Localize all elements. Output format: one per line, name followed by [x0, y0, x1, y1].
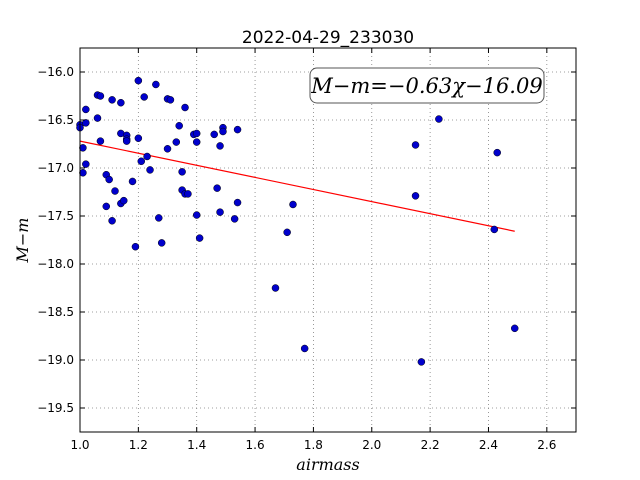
y-tick-label: −19.5 [37, 401, 74, 415]
x-tick-label: 1.0 [70, 438, 89, 452]
fit-annotation: M−m=−0.63χ−16.09 [309, 67, 545, 104]
data-point [82, 105, 90, 114]
data-point [216, 142, 224, 150]
data-point [163, 145, 172, 153]
data-point [178, 168, 186, 176]
data-point [192, 129, 201, 138]
data-point [79, 144, 87, 152]
data-point [411, 141, 420, 149]
fit-line-group [79, 140, 515, 232]
chart-title: 2022-04-29_233030 [242, 28, 414, 48]
data-point [490, 225, 499, 234]
x-tick-label: 2.2 [421, 438, 440, 452]
data-point [134, 134, 143, 142]
data-point [411, 192, 420, 200]
data-point [111, 187, 119, 195]
data-point [493, 148, 501, 157]
y-tick-label: −17.0 [37, 161, 74, 175]
y-tick-label: −18.5 [37, 305, 74, 319]
data-point [96, 137, 105, 145]
x-tick-label: 2.4 [479, 438, 498, 452]
data-point [155, 214, 163, 222]
data-point [140, 93, 148, 101]
data-point [102, 202, 111, 211]
data-point [131, 242, 140, 251]
y-axis-label: M−m [13, 218, 32, 264]
data-point [192, 138, 201, 146]
data-point [271, 284, 280, 292]
axis-ticks [79, 48, 576, 432]
x-axis-label: airmass [296, 455, 359, 474]
data-point [128, 177, 137, 186]
data-point [146, 166, 154, 174]
data-point [172, 138, 181, 146]
data-point [157, 239, 166, 247]
data-point [213, 184, 221, 192]
data-point [122, 137, 131, 145]
data-point [233, 125, 242, 134]
x-tick-label: 1.2 [129, 438, 148, 452]
fit-line [79, 140, 515, 232]
x-tick-label: 1.4 [187, 438, 206, 452]
data-points [76, 76, 519, 366]
x-tick-labels: 1.0 1.2 1.4 1.6 1.8 2.0 2.2 2.4 2.6 [70, 438, 556, 452]
data-point [195, 234, 204, 242]
data-point [137, 157, 146, 166]
y-tick-labels: −16.0 −16.5 −17.0 −17.5 −18.0 −18.5 −19.0 −19.5 [37, 65, 74, 415]
data-point [108, 96, 116, 104]
data-point [108, 217, 116, 225]
data-point [230, 215, 239, 223]
data-point [219, 127, 227, 136]
data-point [79, 169, 87, 177]
data-point [96, 92, 105, 100]
data-point [152, 80, 160, 89]
data-point [233, 198, 242, 207]
data-point [192, 211, 201, 219]
y-tick-label: −16.5 [37, 113, 74, 127]
data-point [510, 324, 519, 333]
x-tick-label: 2.0 [362, 438, 381, 452]
data-point [82, 119, 90, 127]
annotation-box [309, 67, 545, 104]
y-tick-label: −16.0 [37, 65, 74, 79]
data-point [435, 115, 443, 123]
y-tick-label: −19.0 [37, 353, 74, 367]
data-point [105, 175, 113, 184]
annotation-text: M−m=−0.63χ−16.09 [310, 74, 542, 98]
data-point [300, 344, 309, 353]
plot-frame [79, 47, 577, 433]
data-point [117, 98, 125, 107]
data-point [82, 160, 90, 168]
x-tick-label: 1.8 [304, 438, 323, 452]
data-point [134, 76, 143, 85]
data-point [120, 196, 128, 205]
data-point [166, 96, 175, 104]
y-tick-label: −17.5 [37, 209, 74, 223]
data-point [210, 130, 218, 139]
data-point [93, 114, 102, 122]
x-tick-label: 2.6 [537, 438, 556, 452]
data-point [283, 228, 291, 237]
data-point [175, 122, 183, 130]
y-tick-label: −18.0 [37, 257, 74, 271]
data-point [143, 152, 151, 161]
x-tick-label: 1.6 [246, 438, 265, 452]
data-point [184, 190, 192, 198]
data-point [417, 358, 426, 366]
data-point [181, 103, 189, 112]
data-point [216, 208, 224, 216]
data-point [289, 200, 297, 209]
